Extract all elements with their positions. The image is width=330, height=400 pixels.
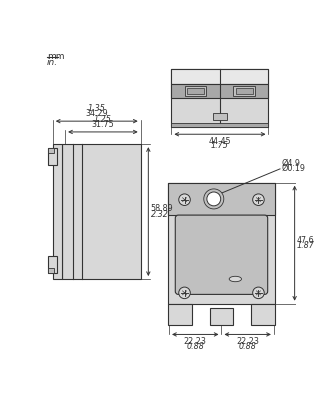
Bar [62, 144, 141, 279]
Bar [172, 69, 269, 126]
Text: 1.25: 1.25 [94, 115, 112, 124]
Text: 31.75: 31.75 [91, 120, 114, 129]
Circle shape [253, 194, 264, 206]
Text: 44.45: 44.45 [209, 136, 231, 146]
Bar [187, 88, 204, 94]
Circle shape [179, 287, 190, 299]
FancyBboxPatch shape [175, 215, 268, 294]
Bar [48, 148, 57, 165]
Text: in.: in. [47, 58, 58, 67]
Text: 0.88: 0.88 [186, 342, 204, 351]
Text: mm: mm [47, 52, 64, 61]
Text: 2.32: 2.32 [150, 210, 169, 219]
Circle shape [207, 192, 221, 206]
Bar [185, 86, 207, 96]
Ellipse shape [229, 276, 242, 282]
Text: 1.87: 1.87 [297, 241, 315, 250]
Bar [168, 304, 192, 325]
Bar [48, 256, 57, 273]
Text: 1.75: 1.75 [211, 142, 229, 150]
Text: Ø0.19: Ø0.19 [281, 164, 306, 173]
Bar [168, 183, 275, 304]
Bar [213, 113, 227, 120]
Bar [172, 84, 269, 98]
Bar [210, 308, 233, 325]
Text: 22.23: 22.23 [184, 337, 207, 346]
Text: 22.23: 22.23 [236, 337, 259, 346]
Text: 58.89: 58.89 [150, 204, 173, 214]
Text: 0.88: 0.88 [239, 342, 257, 351]
Text: 1.35: 1.35 [88, 104, 106, 113]
Bar [53, 144, 62, 279]
Circle shape [179, 194, 190, 206]
Bar [172, 123, 269, 126]
Circle shape [253, 287, 264, 299]
Bar [236, 88, 253, 94]
Bar [48, 268, 54, 273]
Bar [48, 148, 54, 153]
Circle shape [204, 189, 224, 209]
Bar [168, 183, 275, 215]
Text: 34.29: 34.29 [85, 109, 108, 118]
Bar [251, 304, 275, 325]
Bar [233, 86, 255, 96]
Bar [172, 69, 269, 84]
Text: 47.6: 47.6 [297, 236, 314, 245]
Text: Ø4.9: Ø4.9 [281, 158, 301, 167]
